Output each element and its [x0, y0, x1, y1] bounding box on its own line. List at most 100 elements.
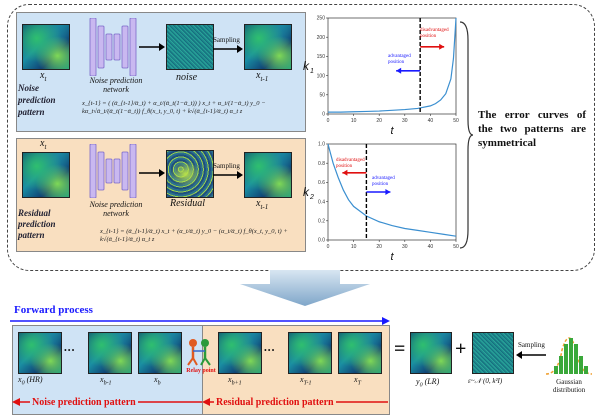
- noise-pattern-label: Noise prediction pattern: [18, 83, 56, 117]
- chart1-series-line: [328, 17, 457, 113]
- chart2-xtick-label: 20: [376, 244, 382, 250]
- noise-network-label: Noise prediction network: [89, 76, 143, 94]
- chart2-frame: [327, 143, 457, 241]
- noise-result-label: xt-1: [256, 70, 269, 83]
- bottom-sampling-label: Sampling: [518, 341, 545, 349]
- residual-result-label: xt-1: [256, 198, 269, 211]
- noise-input-image: [22, 24, 70, 70]
- symmetry-note: The error curves of the two patterns are…: [478, 109, 586, 149]
- noise-network-icon: [89, 18, 137, 76]
- chart2-ylabel-sub: 2: [309, 194, 314, 201]
- chart1-advantaged-arrow-head: [396, 67, 402, 74]
- chart1-xlabel: t: [390, 125, 394, 134]
- residual-network-icon: [89, 144, 137, 198]
- chart2-xtick-label: 30: [402, 244, 408, 250]
- image-x0: [18, 332, 62, 374]
- chart2-advantaged-label: advantaged position: [372, 176, 395, 187]
- chart1-disadvantaged-label: disadvantaged position: [420, 28, 449, 39]
- noise-result-image: [244, 24, 292, 70]
- chart1-frame: [327, 17, 457, 115]
- chart-k2: 0 10 20 30 40 50 0.0 0.2 0.4 0.6 0.8 1.0 t k 2: [303, 142, 459, 260]
- chart1-xtick-label: 40: [428, 118, 434, 124]
- residual-input-label: xt: [40, 138, 47, 151]
- noise-output-label: noise: [176, 72, 198, 83]
- big-down-arrow: [240, 270, 370, 306]
- image-xT: [338, 332, 382, 374]
- residual-pattern-label: Residual prediction pattern: [18, 208, 56, 240]
- chart2-ylabel: k: [303, 185, 310, 199]
- forward-process-label: Forward process: [14, 304, 93, 316]
- label-xb+1: xb+1: [228, 375, 242, 387]
- chart1-advantaged-label: advantaged position: [388, 54, 411, 65]
- residual-result-image: [244, 152, 292, 198]
- chart1-xtick-label: 30: [402, 118, 408, 124]
- chart2-disadvantaged-label: disadvantaged position: [336, 158, 365, 169]
- chart2-ytick-label: 1.0: [318, 142, 325, 148]
- dots-1: •••: [64, 346, 76, 355]
- residual-sampling-label: Sampling: [213, 162, 240, 170]
- chart1-xtick-label: 20: [376, 118, 382, 124]
- image-xb-1: [88, 332, 132, 374]
- chart2-disadvantaged-arrow-head: [342, 169, 348, 176]
- brace-icon: [459, 21, 474, 249]
- forward-process-arrow: [10, 317, 390, 325]
- residual-pattern-bottom-label: Residual prediction pattern: [214, 397, 336, 408]
- dots-2: •••: [264, 346, 276, 355]
- chart1-ytick-label: 50: [319, 93, 325, 99]
- residual-output-image: [166, 150, 214, 198]
- chart1-xtick-label: 0: [327, 118, 330, 124]
- residual-input-image: [22, 152, 70, 198]
- noise-sampling-label: Sampling: [213, 36, 240, 44]
- gaussian-distribution-icon: [545, 337, 593, 375]
- relay-point-label: Relay point: [186, 368, 216, 374]
- image-xb: [138, 332, 182, 374]
- chart2-xtick-label: 0: [327, 244, 330, 250]
- noise-pattern-bottom-label: Noise prediction pattern: [30, 397, 138, 408]
- label-xb-1: xb-1: [100, 375, 112, 387]
- residual-equation: x_{t-1} = (ᾱ_{t-1}/ᾱ_t) x_t + (α_t/ᾱ_t) …: [100, 228, 288, 243]
- equals-sign: =: [394, 338, 406, 360]
- chart1-ytick-label: 200: [317, 35, 326, 41]
- chart1-ylabel: k: [303, 59, 310, 73]
- noise-input-label: xt: [40, 70, 47, 83]
- chart1-ytick-label: 150: [317, 54, 326, 60]
- label-xT-1: xT-1: [300, 375, 312, 387]
- chart2-xtick-label: 10: [351, 244, 357, 250]
- relay-runners-icon: [187, 339, 211, 366]
- chart1-ytick-label: 100: [317, 73, 326, 79]
- chart2-ytick-label: 0.2: [318, 219, 325, 225]
- label-xT: xT: [354, 375, 361, 387]
- gaussian-label: Gaussian distribution: [552, 378, 586, 394]
- sampling-arrow: [516, 351, 546, 359]
- chart2-xtick-label: 50: [453, 244, 459, 250]
- label-y0: y0 (LR): [416, 377, 440, 389]
- chart1-ytick-label: 250: [317, 16, 326, 22]
- chart2-ytick-label: 0.6: [318, 180, 325, 186]
- chart2-advantaged-arrow-head: [385, 189, 391, 195]
- image-y0: [410, 332, 452, 374]
- chart1-ytick-label: 0: [322, 112, 325, 118]
- image-epsilon: [472, 332, 514, 374]
- chart1-xtick-label: 10: [351, 118, 357, 124]
- chart2-ytick-label: 0.0: [318, 238, 325, 244]
- noise-equation: x_{t-1} = ( (ᾱ_{t-1}/ᾱ_t) + α_t/(ᾱ_t(1−ᾱ…: [82, 100, 266, 115]
- chart1-xtick-label: 50: [453, 118, 459, 124]
- arrow-network-to-noise: [139, 43, 165, 51]
- noise-output-image: [166, 24, 214, 70]
- plus-sign: +: [455, 338, 467, 360]
- arrow-noise-sampling: [213, 45, 243, 53]
- chart-k1: 0 10 20 30 40 50 0 50 100 150 200 250 t k 1: [303, 16, 459, 134]
- arrow-residual-sampling: [213, 171, 243, 179]
- arrow-network-to-residual: [139, 169, 165, 177]
- chart1-disadvantaged-arrow-head: [439, 43, 445, 50]
- label-epsilon: ε~𝒩 (0, k²I): [468, 377, 503, 385]
- chart2-xlabel: t: [390, 251, 394, 260]
- label-xb: xb: [154, 375, 161, 387]
- chart2-ytick-label: 0.8: [318, 161, 325, 167]
- chart2-ytick-label: 0.4: [318, 199, 325, 205]
- image-xb+1: [218, 332, 262, 374]
- label-x0: x0 (HR): [18, 375, 43, 387]
- chart1-ylabel-sub: 1: [310, 68, 314, 75]
- residual-network-label: Noise prediction network: [89, 200, 143, 218]
- residual-output-label: Residual: [170, 198, 205, 209]
